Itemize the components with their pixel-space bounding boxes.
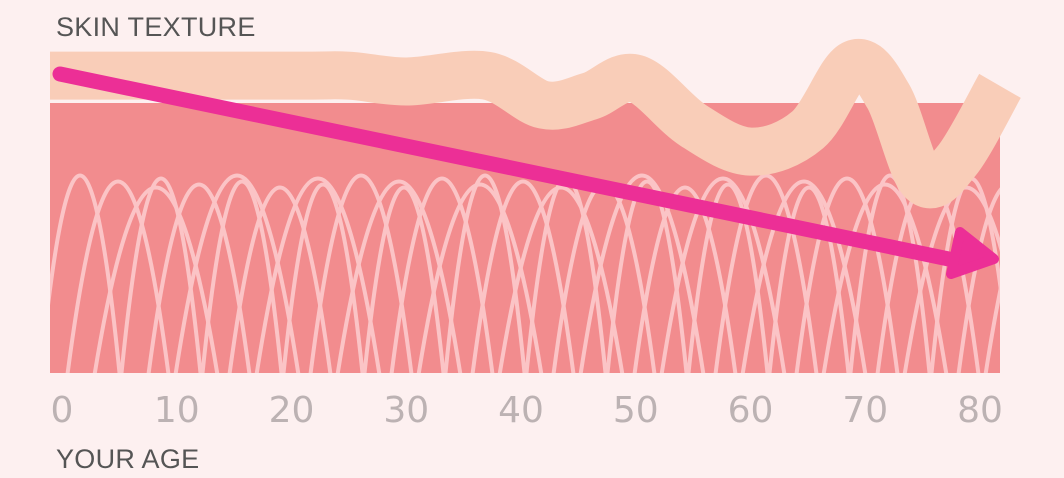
fiber-arc — [443, 173, 527, 373]
fiber-arc — [956, 187, 1000, 373]
fiber-arc — [389, 176, 495, 373]
x-tick-label: 10 — [154, 390, 200, 431]
x-axis-label: YOUR AGE — [56, 444, 200, 474]
x-tick-label: 80 — [957, 390, 1003, 431]
fiber-arc — [146, 182, 252, 373]
x-tick-label: 0 — [51, 390, 74, 431]
x-axis-ticks: 0 10 20 30 40 50 60 70 80 — [51, 390, 1003, 431]
fiber-arc — [119, 176, 203, 373]
fiber-arc — [632, 185, 738, 373]
fiber-arc — [227, 185, 333, 373]
fiber-arc — [173, 173, 301, 373]
x-tick-label: 40 — [498, 390, 544, 431]
decline-arrow-shaft — [52, 66, 976, 271]
skin-surface-line — [50, 39, 1021, 209]
fiber-arc — [578, 173, 706, 373]
fiber-arc — [92, 185, 220, 373]
chart-title: SKIN TEXTURE — [56, 12, 256, 42]
fiber-arc — [416, 182, 544, 373]
x-tick-label: 60 — [728, 390, 774, 431]
fiber-arc — [740, 179, 868, 373]
fiber-arc — [335, 179, 463, 373]
fiber-arc — [713, 173, 819, 373]
x-tick-label: 30 — [383, 390, 429, 431]
fiber-arc — [848, 173, 932, 373]
fiber-arc — [794, 176, 900, 373]
x-tick-label: 70 — [842, 390, 888, 431]
fiber-arc — [821, 182, 949, 373]
fiber-arc — [65, 179, 171, 373]
x-tick-label: 50 — [613, 390, 659, 431]
fiber-arc — [659, 176, 787, 373]
fiber-arc — [902, 185, 1000, 373]
fiber-arc — [254, 176, 382, 373]
x-tick-label: 20 — [269, 390, 315, 431]
decline-arrow-head — [946, 227, 999, 279]
fiber-arc — [308, 173, 414, 373]
fiber-arc — [470, 179, 576, 373]
fiber-arc — [497, 185, 625, 373]
fiber-arc — [50, 173, 122, 373]
